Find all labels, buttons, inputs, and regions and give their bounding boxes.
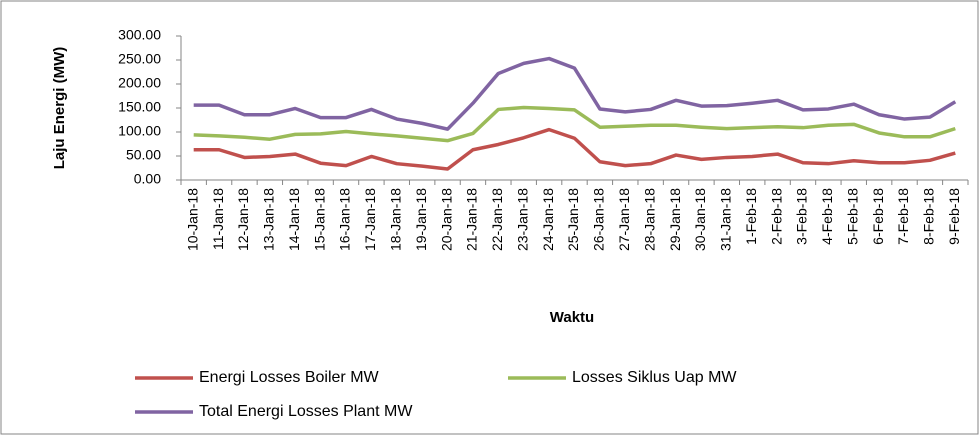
x-tick-label: 27-Jan-18 [616,188,632,251]
x-tick-label: 19-Jan-18 [413,188,429,251]
x-tick-label: 28-Jan-18 [641,188,657,251]
x-tick-label: 18-Jan-18 [387,188,403,251]
x-tick-label: 4-Feb-18 [819,188,835,245]
x-tick-label: 1-Feb-18 [743,188,759,245]
x-tick-label: 5-Feb-18 [844,188,860,245]
legend-label: Losses Siklus Uap MW [572,369,737,386]
x-tick-label: 21-Jan-18 [464,188,480,251]
x-tick-label: 14-Jan-18 [286,188,302,251]
x-tick-label: 23-Jan-18 [514,188,530,251]
x-tick-label: 20-Jan-18 [438,188,454,251]
y-tick-label: 300.00 [118,27,161,43]
y-axis-title: Laju Energi (MW) [51,47,68,170]
x-axis-title: Waktu [550,309,594,326]
x-tick-label: 10-Jan-18 [184,188,200,251]
x-tick-label: 8-Feb-18 [921,188,937,245]
x-tick-label: 7-Feb-18 [895,188,911,245]
y-tick-label: 0.00 [134,171,161,187]
legend-label: Total Energi Losses Plant MW [199,403,413,420]
x-tick-label: 2-Feb-18 [768,188,784,245]
x-tick-label: 15-Jan-18 [311,188,327,251]
y-tick-label: 50.00 [126,147,161,163]
y-tick-label: 150.00 [118,99,161,115]
x-tick-label: 6-Feb-18 [870,188,886,245]
y-tick-label: 200.00 [118,75,161,91]
x-tick-label: 30-Jan-18 [692,188,708,251]
x-tick-label: 24-Jan-18 [540,188,556,251]
x-tick-label: 26-Jan-18 [591,188,607,251]
x-tick-label: 17-Jan-18 [362,188,378,251]
x-tick-label: 16-Jan-18 [337,188,353,251]
series-line [193,127,956,171]
series-line [193,105,956,143]
y-tick-label: 100.00 [118,123,161,139]
x-tick-label: 12-Jan-18 [235,188,251,251]
legend-label: Energi Losses Boiler MW [199,369,380,386]
x-tick-label: 9-Feb-18 [946,188,962,245]
x-tick-label: 31-Jan-18 [718,188,734,251]
x-tick-label: 22-Jan-18 [489,188,505,251]
x-tick-label: 3-Feb-18 [794,188,810,245]
x-tick-label: 29-Jan-18 [667,188,683,251]
x-tick-label: 25-Jan-18 [565,188,581,251]
x-tick-label: 11-Jan-18 [210,188,226,250]
series-line [193,56,957,131]
x-tick-label: 13-Jan-18 [261,188,277,251]
y-tick-label: 250.00 [118,51,161,67]
